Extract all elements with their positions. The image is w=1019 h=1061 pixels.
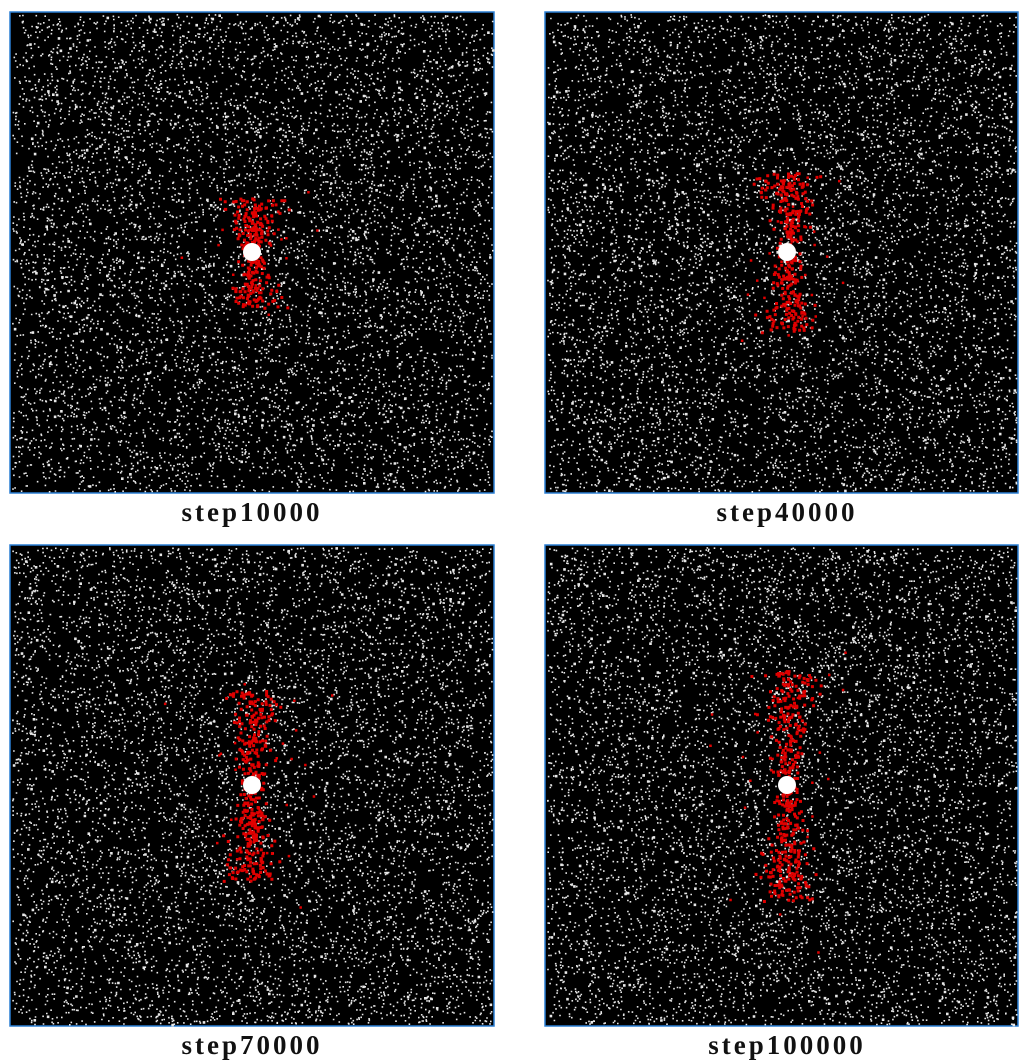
seed-particle [778, 243, 796, 261]
seed-particle [778, 776, 796, 794]
seed-particle [243, 243, 261, 261]
panel-caption: step40000 [717, 497, 858, 527]
panel-caption: step100000 [708, 1030, 866, 1060]
snapshot-panel: step70000 [10, 545, 494, 1060]
panel-caption: step70000 [182, 1030, 323, 1060]
snapshot-panel: step10000 [10, 12, 495, 527]
seed-particle [243, 776, 261, 794]
snapshot-panel: step100000 [545, 545, 1018, 1060]
panel-caption: step10000 [182, 497, 323, 527]
snapshot-panel: step40000 [545, 12, 1018, 527]
figure: step10000 step40000 step70000 step100000 [0, 0, 1019, 1061]
